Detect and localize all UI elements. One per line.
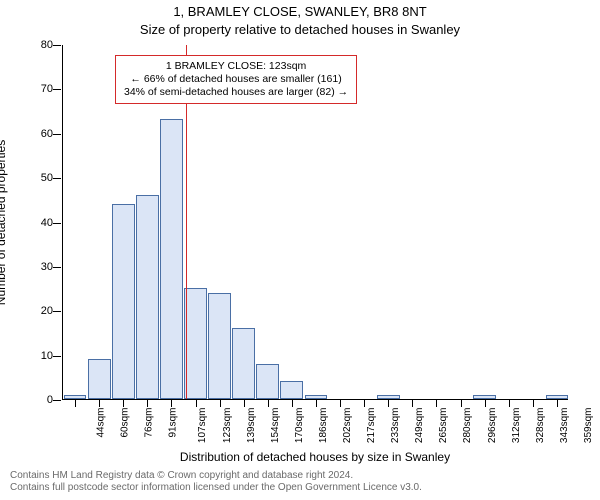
x-tick-label: 91sqm: [168, 408, 179, 438]
x-tick: [388, 400, 389, 407]
y-tick-label: 60: [25, 128, 53, 140]
x-tick-label: 186sqm: [318, 408, 329, 444]
y-axis-label: Number of detached properties: [0, 45, 12, 400]
x-tick-label: 123sqm: [222, 408, 233, 444]
footer-line-1: Contains HM Land Registry data © Crown c…: [10, 470, 590, 482]
x-tick-label: 343sqm: [559, 408, 570, 444]
x-tick-label: 296sqm: [487, 408, 498, 444]
y-tick-label: 0: [25, 394, 53, 406]
x-tick: [533, 400, 534, 407]
x-tick-label: 44sqm: [96, 408, 107, 438]
y-tick: [53, 134, 61, 135]
bar: [136, 195, 159, 399]
x-tick: [220, 400, 221, 407]
x-tick-label: 139sqm: [246, 408, 257, 444]
x-tick-label: 202sqm: [342, 408, 353, 444]
x-tick: [340, 400, 341, 407]
x-tick: [509, 400, 510, 407]
bar: [232, 328, 255, 399]
bar: [160, 119, 183, 399]
x-tick-label: 76sqm: [144, 408, 155, 438]
x-tick: [461, 400, 462, 407]
y-tick: [53, 89, 61, 90]
x-tick: [436, 400, 437, 407]
x-tick: [171, 400, 172, 407]
plot-area: 0102030405060708044sqm60sqm76sqm91sqm107…: [62, 45, 568, 400]
footer-line-2: Contains full postcode sector informatio…: [10, 482, 590, 494]
y-tick-label: 30: [25, 261, 53, 273]
bar: [184, 288, 207, 399]
x-axis-label: Distribution of detached houses by size …: [62, 450, 568, 464]
x-tick-label: 280sqm: [463, 408, 474, 444]
y-tick: [53, 223, 61, 224]
y-tick-label: 40: [25, 217, 53, 229]
bar: [208, 293, 231, 400]
x-tick-label: 217sqm: [366, 408, 377, 444]
y-tick-label: 20: [25, 305, 53, 317]
x-tick: [196, 400, 197, 407]
x-tick: [244, 400, 245, 407]
chart-figure: 1, BRAMLEY CLOSE, SWANLEY, BR8 8NT Size …: [0, 0, 600, 500]
x-tick-label: 312sqm: [511, 408, 522, 444]
y-tick: [53, 400, 61, 401]
x-tick: [75, 400, 76, 407]
bar: [280, 381, 303, 399]
title-main: 1, BRAMLEY CLOSE, SWANLEY, BR8 8NT: [0, 4, 600, 19]
annotation-box: 1 BRAMLEY CLOSE: 123sqm← 66% of detached…: [115, 55, 357, 104]
x-tick: [99, 400, 100, 407]
y-tick: [53, 267, 61, 268]
x-tick: [268, 400, 269, 407]
bar: [88, 359, 111, 399]
y-tick-label: 80: [25, 39, 53, 51]
x-tick-label: 328sqm: [535, 408, 546, 444]
y-tick: [53, 311, 61, 312]
bar: [473, 395, 496, 399]
x-tick-label: 265sqm: [438, 408, 449, 444]
x-tick: [292, 400, 293, 407]
x-tick: [412, 400, 413, 407]
annotation-line: ← 66% of detached houses are smaller (16…: [124, 73, 348, 86]
x-tick-label: 170sqm: [294, 408, 305, 444]
y-tick-label: 70: [25, 83, 53, 95]
bar: [112, 204, 135, 399]
x-tick-label: 154sqm: [270, 408, 281, 444]
title-subtitle: Size of property relative to detached ho…: [0, 22, 600, 37]
x-tick-label: 107sqm: [198, 408, 209, 444]
bar: [64, 395, 87, 399]
bar: [256, 364, 279, 400]
bar: [546, 395, 569, 399]
y-tick-label: 10: [25, 350, 53, 362]
x-tick-label: 249sqm: [414, 408, 425, 444]
y-tick: [53, 356, 61, 357]
x-tick: [364, 400, 365, 407]
x-tick: [316, 400, 317, 407]
x-tick: [147, 400, 148, 407]
attribution-footer: Contains HM Land Registry data © Crown c…: [10, 470, 590, 494]
y-tick: [53, 178, 61, 179]
x-tick: [123, 400, 124, 407]
y-tick: [53, 45, 61, 46]
x-tick-label: 359sqm: [583, 408, 594, 444]
x-tick-label: 60sqm: [120, 408, 131, 438]
bar: [305, 395, 328, 399]
annotation-line: 34% of semi-detached houses are larger (…: [124, 86, 348, 99]
y-tick-label: 50: [25, 172, 53, 184]
x-tick-label: 233sqm: [390, 408, 401, 444]
x-tick: [485, 400, 486, 407]
x-tick: [557, 400, 558, 407]
annotation-line: 1 BRAMLEY CLOSE: 123sqm: [124, 60, 348, 73]
bar: [377, 395, 400, 399]
